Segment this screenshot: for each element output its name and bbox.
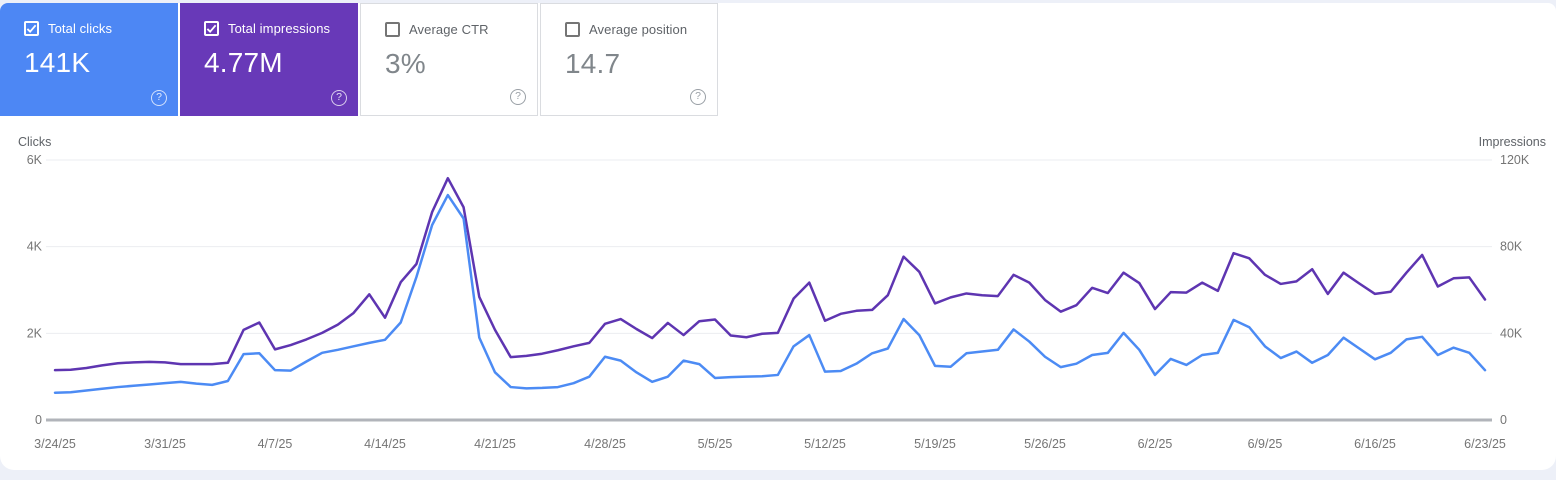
x-axis-tick: 3/31/25 [144, 437, 186, 451]
help-icon[interactable] [151, 90, 167, 106]
metric-card-label: Average CTR [409, 22, 489, 37]
impressions-line [53, 176, 1487, 372]
checkmark-icon [26, 24, 37, 34]
checkbox-checked-icon[interactable] [24, 21, 39, 36]
metric-card-average-position[interactable]: Average position 14.7 [540, 3, 718, 116]
x-axis-tick: 4/14/25 [364, 437, 406, 451]
checkmark-icon [206, 24, 217, 34]
left-axis-tick: 4K [27, 240, 43, 254]
metric-card-average-ctr[interactable]: Average CTR 3% [360, 3, 538, 116]
x-axis-tick: 6/23/25 [1464, 437, 1506, 451]
x-axis-tick: 5/12/25 [804, 437, 846, 451]
clicks-line [53, 193, 1487, 394]
checkbox-checked-icon[interactable] [204, 21, 219, 36]
metric-card-label: Total clicks [48, 21, 113, 36]
x-axis-tick: 6/9/25 [1248, 437, 1283, 451]
right-axis-tick: 0 [1500, 413, 1507, 427]
metric-card-value: 3% [385, 48, 426, 79]
x-axis-tick: 5/5/25 [698, 437, 733, 451]
x-axis-tick: 6/16/25 [1354, 437, 1396, 451]
right-axis-tick: 80K [1500, 240, 1523, 254]
clicks-impressions-line-chart[interactable]: Clicks Impressions 0 2K 4K 6K 0 40K 80K 120K 3/24/… [0, 130, 1556, 460]
x-axis-tick: 3/24/25 [34, 437, 76, 451]
metric-card-label: Average position [589, 22, 688, 37]
left-axis-title: Clicks [18, 135, 51, 149]
metric-card-value: 4.77M [204, 47, 283, 78]
performance-chart: Clicks Impressions 0 2K 4K 6K 0 40K 80K 120K 3/24/… [0, 130, 1556, 465]
x-axis-tick: 4/21/25 [474, 437, 516, 451]
x-axis-tick: 5/19/25 [914, 437, 956, 451]
checkbox-unchecked-icon[interactable] [385, 22, 400, 37]
x-axis-tick: 6/2/25 [1138, 437, 1173, 451]
x-axis-tick: 4/7/25 [258, 437, 293, 451]
checkbox-unchecked-icon[interactable] [565, 22, 580, 37]
right-axis-tick: 120K [1500, 153, 1530, 167]
right-axis-tick: 40K [1500, 326, 1523, 340]
left-axis-tick: 6K [27, 153, 43, 167]
metric-card-total-impressions[interactable]: Total impressions 4.77M [180, 3, 358, 116]
left-axis-tick: 2K [27, 326, 43, 340]
help-icon[interactable] [331, 90, 347, 106]
metric-card-label: Total impressions [228, 21, 331, 36]
metric-card-total-clicks[interactable]: Total clicks 141K [0, 3, 178, 116]
help-icon[interactable] [690, 89, 706, 105]
metric-card-value: 14.7 [565, 48, 621, 79]
performance-panel: Total clicks 141K Total impressions 4.77… [0, 3, 1556, 470]
right-axis-title: Impressions [1479, 135, 1546, 149]
left-axis-tick: 0 [35, 413, 42, 427]
help-icon[interactable] [510, 89, 526, 105]
metric-card-value: 141K [24, 47, 91, 78]
metric-cards-row: Total clicks 141K Total impressions 4.77… [0, 3, 722, 116]
x-axis-tick: 4/28/25 [584, 437, 626, 451]
x-axis-tick: 5/26/25 [1024, 437, 1066, 451]
